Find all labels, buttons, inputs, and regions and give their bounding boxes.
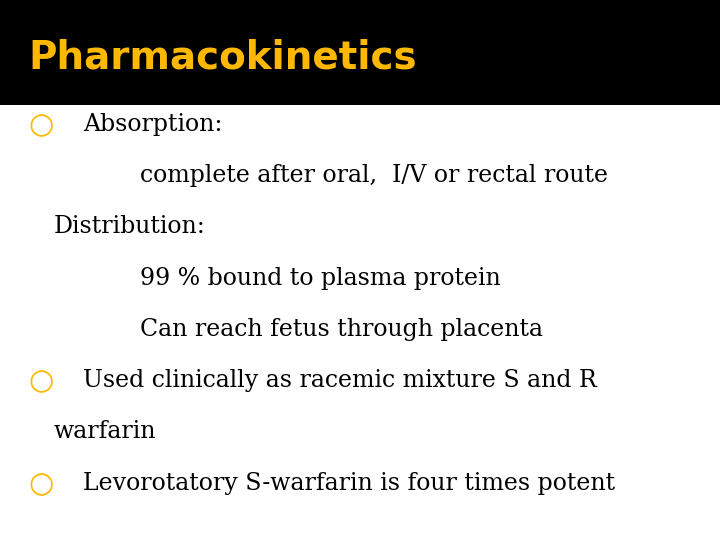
Text: Distribution:: Distribution: <box>54 215 206 238</box>
Text: ○: ○ <box>29 469 54 498</box>
Text: 99 % bound to plasma protein: 99 % bound to plasma protein <box>140 267 501 289</box>
Text: Pharmacokinetics: Pharmacokinetics <box>29 39 418 77</box>
Text: ○: ○ <box>29 366 54 395</box>
Text: Can reach fetus through placenta: Can reach fetus through placenta <box>140 318 544 341</box>
Text: complete after oral,  I/V or rectal route: complete after oral, I/V or rectal route <box>140 164 608 187</box>
Text: Used clinically as racemic mixture S and R: Used clinically as racemic mixture S and… <box>83 369 597 392</box>
Text: Absorption:: Absorption: <box>83 113 222 136</box>
Text: warfarin: warfarin <box>54 421 156 443</box>
Text: ○: ○ <box>29 110 54 139</box>
Text: Levorotatory S-warfarin is four times potent: Levorotatory S-warfarin is four times po… <box>83 472 615 495</box>
